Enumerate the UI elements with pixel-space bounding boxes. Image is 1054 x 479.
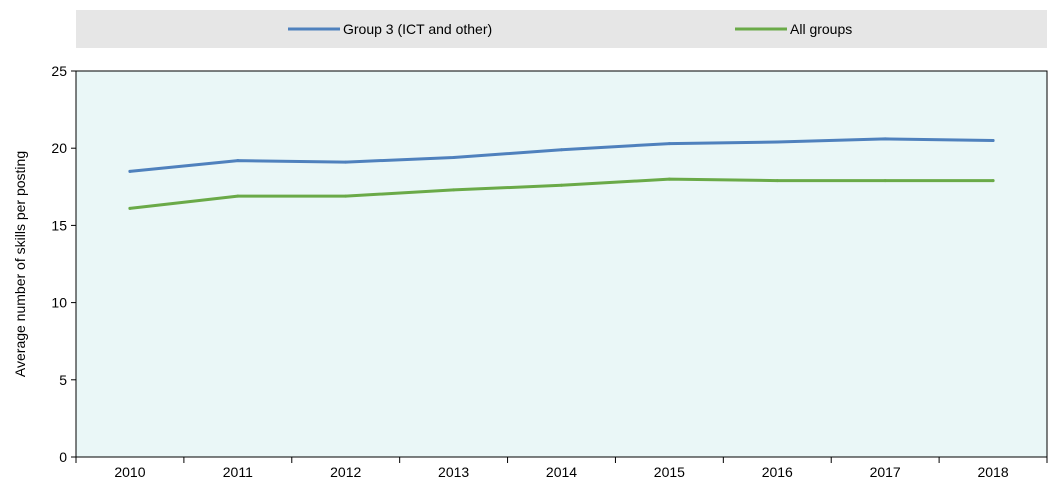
data-point <box>560 183 563 187</box>
data-point <box>883 179 887 183</box>
x-axis: 2010 2011 2012 2013 2014 2015 2016 2017 2018 <box>75 457 1048 479</box>
data-point <box>991 138 995 142</box>
x-tick-label: 2013 <box>438 464 469 479</box>
legend-label-2: All groups <box>790 21 852 37</box>
legend: Group 3 (ICT and other) All groups <box>76 10 1047 48</box>
legend-label-1: Group 3 (ICT and other) <box>343 21 492 37</box>
data-point <box>667 142 671 146</box>
data-point <box>344 160 348 164</box>
data-point <box>452 155 456 159</box>
y-axis: 0 5 10 15 20 25 <box>51 63 76 465</box>
data-point <box>452 188 456 192</box>
x-tick-label: 2014 <box>546 464 577 479</box>
data-point <box>991 179 995 183</box>
x-tick-label: 2017 <box>870 464 901 479</box>
data-point <box>236 159 240 163</box>
y-tick-label: 20 <box>51 140 67 156</box>
data-point <box>128 169 132 173</box>
x-tick-label: 2010 <box>114 464 145 479</box>
y-axis-label: Average number of skills per posting <box>12 151 28 377</box>
series-group <box>128 137 995 210</box>
x-tick-label: 2015 <box>654 464 685 479</box>
data-point <box>236 194 240 198</box>
x-tick-label: 2016 <box>762 464 793 479</box>
y-tick-label: 15 <box>51 217 67 233</box>
x-tick-label: 2018 <box>977 464 1008 479</box>
y-tick-label: 10 <box>51 295 67 311</box>
x-tick-label: 2012 <box>330 464 361 479</box>
data-point <box>344 194 348 198</box>
data-point <box>667 177 671 181</box>
data-point <box>128 206 132 210</box>
legend-background <box>76 10 1047 48</box>
data-point <box>560 148 563 152</box>
data-point <box>775 179 779 183</box>
y-tick-label: 25 <box>51 63 67 79</box>
data-point <box>775 140 779 144</box>
x-tick-label: 2011 <box>223 464 253 479</box>
data-point <box>883 137 887 141</box>
plot-area <box>75 70 1048 458</box>
y-tick-label: 5 <box>59 372 67 388</box>
y-tick-label: 0 <box>59 449 67 465</box>
plot-background <box>75 70 1048 458</box>
